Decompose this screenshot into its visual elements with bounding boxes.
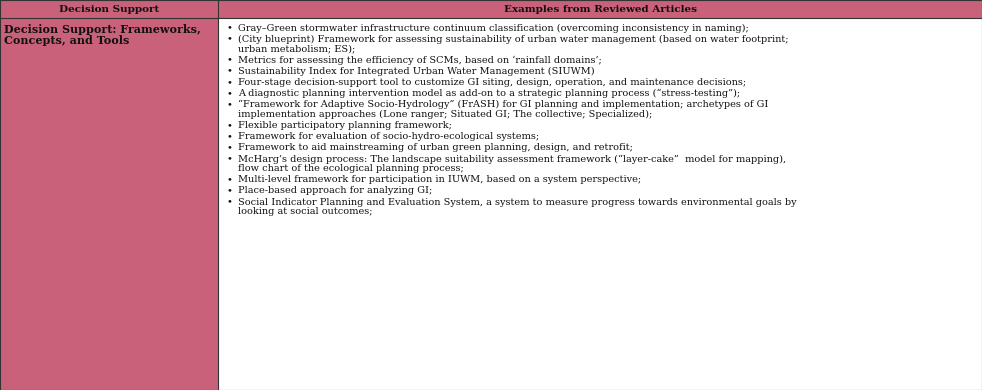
Text: •: • [226,100,232,109]
Text: “Framework for Adaptive Socio-Hydrology” (FrASH) for GI planning and implementat: “Framework for Adaptive Socio-Hydrology”… [238,100,768,110]
Text: implementation approaches (Lone ranger; Situated GI; The collective; Specialized: implementation approaches (Lone ranger; … [238,110,652,119]
Text: Framework to aid mainstreaming of urban green planning, design, and retrofit;: Framework to aid mainstreaming of urban … [238,143,632,152]
Text: McHarg’s design process: The landscape suitability assessment framework (“layer-: McHarg’s design process: The landscape s… [238,154,787,164]
Text: looking at social outcomes;: looking at social outcomes; [238,207,372,216]
Text: Four-stage decision-support tool to customize GI siting, design, operation, and : Four-stage decision-support tool to cust… [238,78,746,87]
Text: •: • [226,55,232,64]
Text: •: • [226,186,232,195]
Text: •: • [226,154,232,163]
Text: Decision Support: Decision Support [59,5,159,14]
Text: urban metabolism; ES);: urban metabolism; ES); [238,44,355,53]
Text: Sustainability Index for Integrated Urban Water Management (SIUWM): Sustainability Index for Integrated Urba… [238,67,595,76]
Bar [0,18,218,390]
Text: •: • [226,143,232,152]
Text: (City blueprint) Framework for assessing sustainability of urban water managemen: (City blueprint) Framework for assessing… [238,35,789,44]
Text: •: • [226,121,232,130]
Text: Framework for evaluation of socio-hydro-ecological systems;: Framework for evaluation of socio-hydro-… [238,132,539,141]
Bar [218,18,982,390]
Text: Gray–Green stormwater infrastructure continuum classification (overcoming incons: Gray–Green stormwater infrastructure con… [238,23,748,33]
Text: A diagnostic planning intervention model as add-on to a strategic planning proce: A diagnostic planning intervention model… [238,89,740,98]
Text: Social Indicator Planning and Evaluation System, a system to measure progress to: Social Indicator Planning and Evaluation… [238,198,796,207]
Bar [0,0,982,18]
Text: •: • [226,132,232,141]
Text: •: • [226,78,232,87]
Text: Metrics for assessing the efficiency of SCMs, based on ‘rainfall domains’;: Metrics for assessing the efficiency of … [238,55,602,65]
Text: Multi-level framework for participation in IUWM, based on a system perspective;: Multi-level framework for participation … [238,175,641,184]
Text: •: • [226,35,232,44]
Text: flow chart of the ecological planning process;: flow chart of the ecological planning pr… [238,164,464,173]
Text: •: • [226,198,232,207]
Text: Flexible participatory planning framework;: Flexible participatory planning framewor… [238,121,452,130]
Text: •: • [226,89,232,98]
Text: •: • [226,23,232,32]
Text: •: • [226,67,232,76]
Text: Decision Support: Frameworks,: Decision Support: Frameworks, [4,24,201,35]
Text: •: • [226,175,232,184]
Text: Place-based approach for analyzing GI;: Place-based approach for analyzing GI; [238,186,432,195]
Text: Examples from Reviewed Articles: Examples from Reviewed Articles [504,5,696,14]
Text: Concepts, and Tools: Concepts, and Tools [4,35,130,46]
